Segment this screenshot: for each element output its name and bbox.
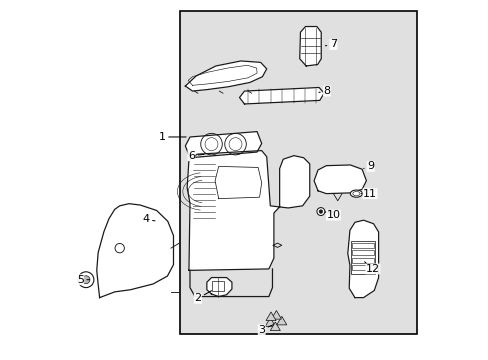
Text: 3: 3	[258, 325, 273, 335]
Bar	[351, 258, 373, 263]
Polygon shape	[185, 132, 261, 158]
Polygon shape	[270, 322, 280, 330]
Bar	[351, 250, 373, 255]
Text: 10: 10	[326, 210, 340, 220]
Polygon shape	[265, 312, 276, 320]
Ellipse shape	[349, 190, 362, 197]
Text: 1: 1	[158, 132, 186, 142]
Text: 5: 5	[77, 275, 89, 285]
Polygon shape	[271, 311, 281, 319]
Circle shape	[82, 276, 90, 284]
Text: 11: 11	[360, 189, 376, 199]
Polygon shape	[239, 87, 324, 104]
Text: 8: 8	[318, 86, 330, 96]
Circle shape	[78, 272, 94, 288]
Polygon shape	[206, 278, 231, 297]
Text: 7: 7	[325, 40, 336, 49]
Circle shape	[115, 243, 124, 253]
Polygon shape	[347, 220, 378, 298]
Polygon shape	[313, 165, 366, 194]
Polygon shape	[187, 150, 309, 270]
Polygon shape	[97, 204, 173, 298]
Polygon shape	[185, 61, 266, 91]
Text: 12: 12	[364, 262, 379, 274]
Circle shape	[316, 208, 324, 216]
Polygon shape	[299, 27, 321, 66]
Text: 9: 9	[363, 161, 373, 171]
Bar	[350, 241, 375, 274]
Bar	[212, 281, 223, 291]
Text: 6: 6	[187, 150, 203, 161]
Polygon shape	[265, 318, 275, 326]
Circle shape	[319, 210, 322, 213]
Text: 2: 2	[194, 291, 211, 303]
Bar	[351, 265, 373, 270]
Polygon shape	[276, 316, 286, 325]
FancyBboxPatch shape	[180, 12, 416, 334]
Text: 4: 4	[142, 215, 155, 224]
Bar	[351, 243, 373, 248]
